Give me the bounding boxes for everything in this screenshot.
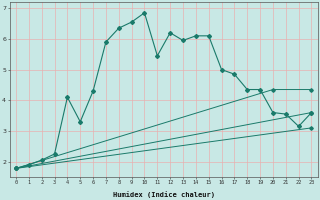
X-axis label: Humidex (Indice chaleur): Humidex (Indice chaleur) [113, 191, 215, 198]
